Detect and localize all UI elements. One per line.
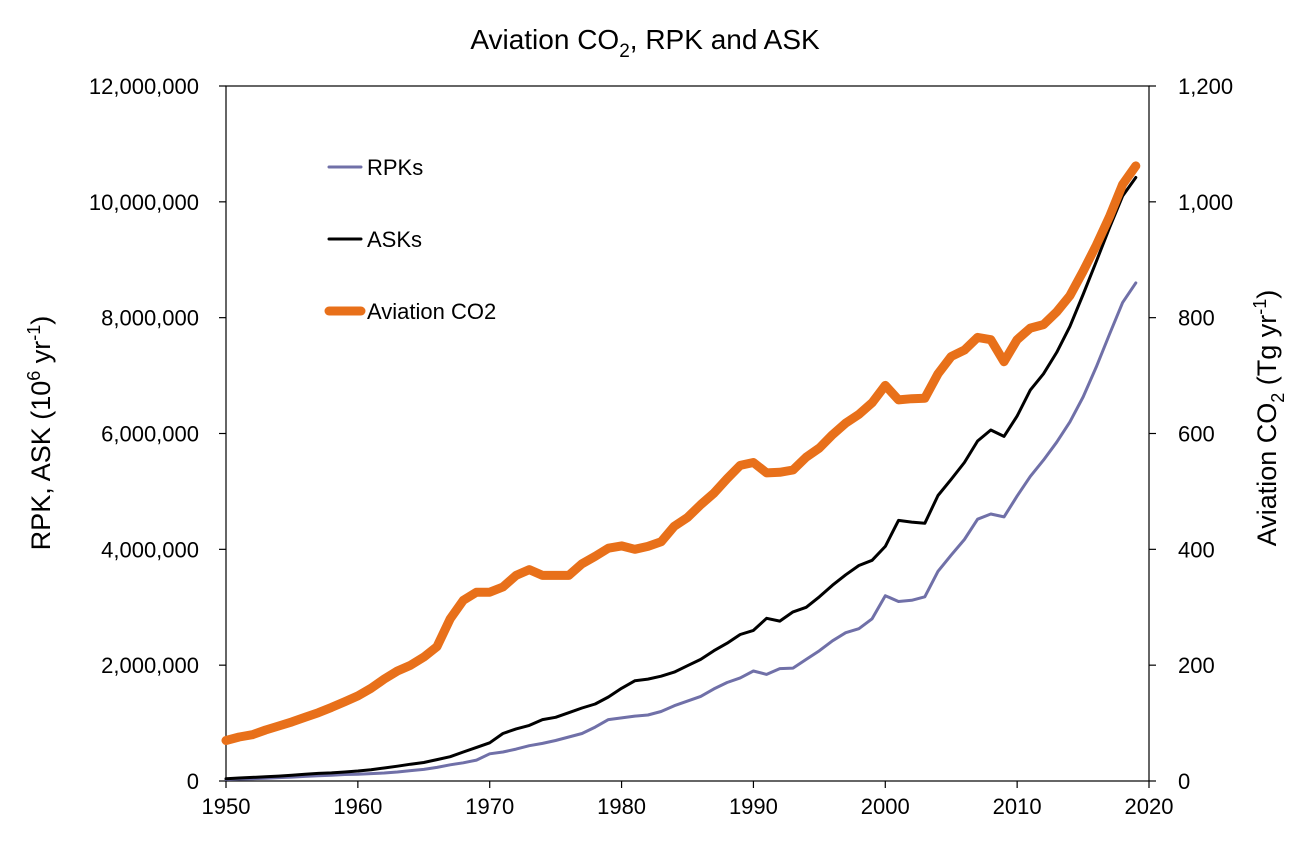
- legend-label: Aviation CO2: [367, 299, 496, 324]
- x-tick-label: 1990: [729, 794, 778, 819]
- y-left-tick-label: 8,000,000: [101, 306, 199, 331]
- y-right-tick-label: 0: [1178, 769, 1190, 794]
- legend: RPKs ASKs Aviation CO2: [324, 155, 496, 324]
- y-right-tick-label: 1,200: [1178, 74, 1233, 99]
- y-right-tick-label: 400: [1178, 537, 1215, 562]
- y-left-tick-label: 10,000,000: [89, 190, 199, 215]
- x-tick-label: 2010: [993, 794, 1042, 819]
- x-tick-label: 2000: [861, 794, 910, 819]
- x-axis: 1950 1960 1970 1980 1990 2000 2010 2020: [202, 781, 1174, 819]
- y-axis-left-title: RPK, ASK (106 yr-1): [24, 316, 56, 551]
- legend-label: RPKs: [367, 155, 423, 180]
- x-tick-label: 2020: [1125, 794, 1174, 819]
- y-left-tick-label: 12,000,000: [89, 74, 199, 99]
- x-tick-label: 1950: [202, 794, 251, 819]
- series-line-asks: [224, 176, 1138, 781]
- y-axis-right-title: Aviation CO2 (Tg yr-1): [1250, 290, 1288, 547]
- y-left-tick-label: 0: [187, 769, 199, 794]
- series-line-rpks: [224, 281, 1138, 781]
- x-tick-label: 1970: [465, 794, 514, 819]
- series-layer: [221, 161, 1141, 781]
- x-tick-label: 1960: [333, 794, 382, 819]
- y-left-tick-label: 2,000,000: [101, 653, 199, 678]
- y-axis-left: 0 2,000,000 4,000,000 6,000,000 8,000,000 10,…: [89, 74, 226, 794]
- chart-title: Aviation CO2, RPK and ASK: [470, 24, 820, 62]
- y-axis-right: 0 200 400 600 800 1,000 1,200: [1149, 74, 1233, 794]
- x-tick-label: 1980: [597, 794, 646, 819]
- y-right-tick-label: 600: [1178, 422, 1215, 447]
- y-right-tick-label: 200: [1178, 653, 1215, 678]
- legend-label: ASKs: [367, 227, 422, 252]
- y-left-tick-label: 4,000,000: [101, 537, 199, 562]
- series-line-aviation-co2: [221, 161, 1141, 745]
- y-left-tick-label: 6,000,000: [101, 422, 199, 447]
- y-right-tick-label: 1,000: [1178, 190, 1233, 215]
- plot-area-frame: [225, 85, 1150, 782]
- y-right-tick-label: 800: [1178, 306, 1215, 331]
